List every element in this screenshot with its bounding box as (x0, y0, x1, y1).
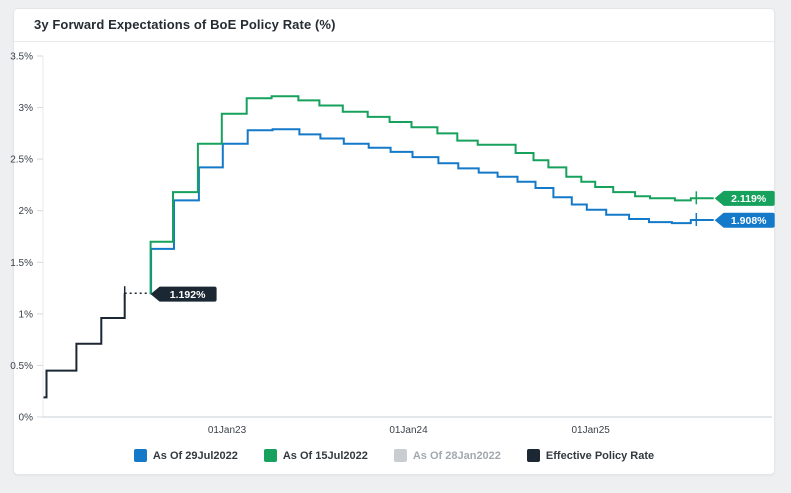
legend-swatch-blue (133, 449, 147, 462)
legend-swatch-gray-rect (393, 449, 407, 462)
legend-item-asof-28jan2022[interactable]: As Of 28Jan2022 (393, 449, 501, 462)
legend-swatch-gray (393, 449, 407, 462)
legend-label: As Of 15Jul2022 (282, 449, 368, 462)
legend-swatch-dark (526, 449, 540, 462)
chart-title: 3y Forward Expectations of BoE Policy Ra… (34, 17, 336, 32)
legend-label: As Of 29Jul2022 (152, 449, 238, 462)
chart-title-bar: 3y Forward Expectations of BoE Policy Ra… (14, 9, 774, 42)
legend-swatch-blue-rect (133, 449, 147, 462)
legend-swatch-dark-rect (526, 449, 540, 462)
legend-item-asof-15jul2022[interactable]: As Of 15Jul2022 (263, 449, 368, 462)
legend-item-effective-policy-rate[interactable]: Effective Policy Rate (526, 449, 655, 462)
legend-label: Effective Policy Rate (545, 449, 655, 462)
chart-card: 3y Forward Expectations of BoE Policy Ra… (13, 8, 775, 475)
legend-label: As Of 28Jan2022 (412, 449, 501, 462)
legend-swatch-green-rect (263, 449, 277, 462)
chart-legend: As Of 29Jul2022 As Of 15Jul2022 As Of 28… (14, 449, 774, 462)
legend-swatch-green (263, 449, 277, 462)
legend-item-asof-29jul2022[interactable]: As Of 29Jul2022 (133, 449, 238, 462)
